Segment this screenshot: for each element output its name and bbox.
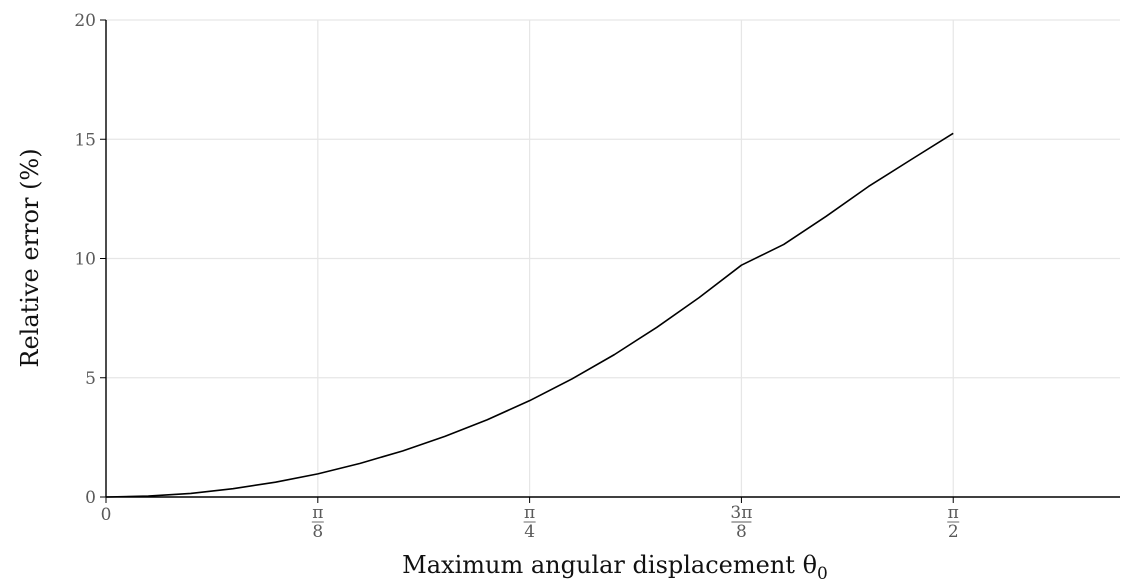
x-tick-label-denominator: 8: [312, 522, 323, 542]
y-tick-label: 5: [85, 369, 96, 389]
x-axis-title-subscript: 0: [817, 564, 828, 583]
x-tick-label: 0: [101, 505, 112, 525]
x-tick-label-denominator: 8: [736, 522, 747, 542]
x-tick-label-numerator: π: [524, 503, 535, 523]
y-axis-title: Relative error (%): [16, 148, 44, 367]
series-line: [105, 132, 954, 498]
x-tick-label-numerator: 3π: [730, 503, 752, 523]
x-tick-label-denominator: 2: [948, 522, 959, 542]
series-layer: [105, 132, 954, 498]
grid: [106, 19, 1120, 497]
x-tick-label-numerator: π: [312, 503, 323, 523]
axes: [100, 19, 1120, 503]
y-tick-label: 10: [74, 250, 96, 270]
x-axis-title: Maximum angular displacement θ0: [402, 551, 828, 583]
x-tick-label-numerator: π: [948, 503, 959, 523]
x-axis-title-main: Maximum angular displacement θ: [402, 551, 817, 579]
y-tick-label: 20: [74, 11, 96, 31]
y-tick-label: 0: [85, 488, 96, 508]
y-tick-label: 15: [74, 130, 96, 150]
x-tick-label-denominator: 4: [524, 522, 535, 542]
